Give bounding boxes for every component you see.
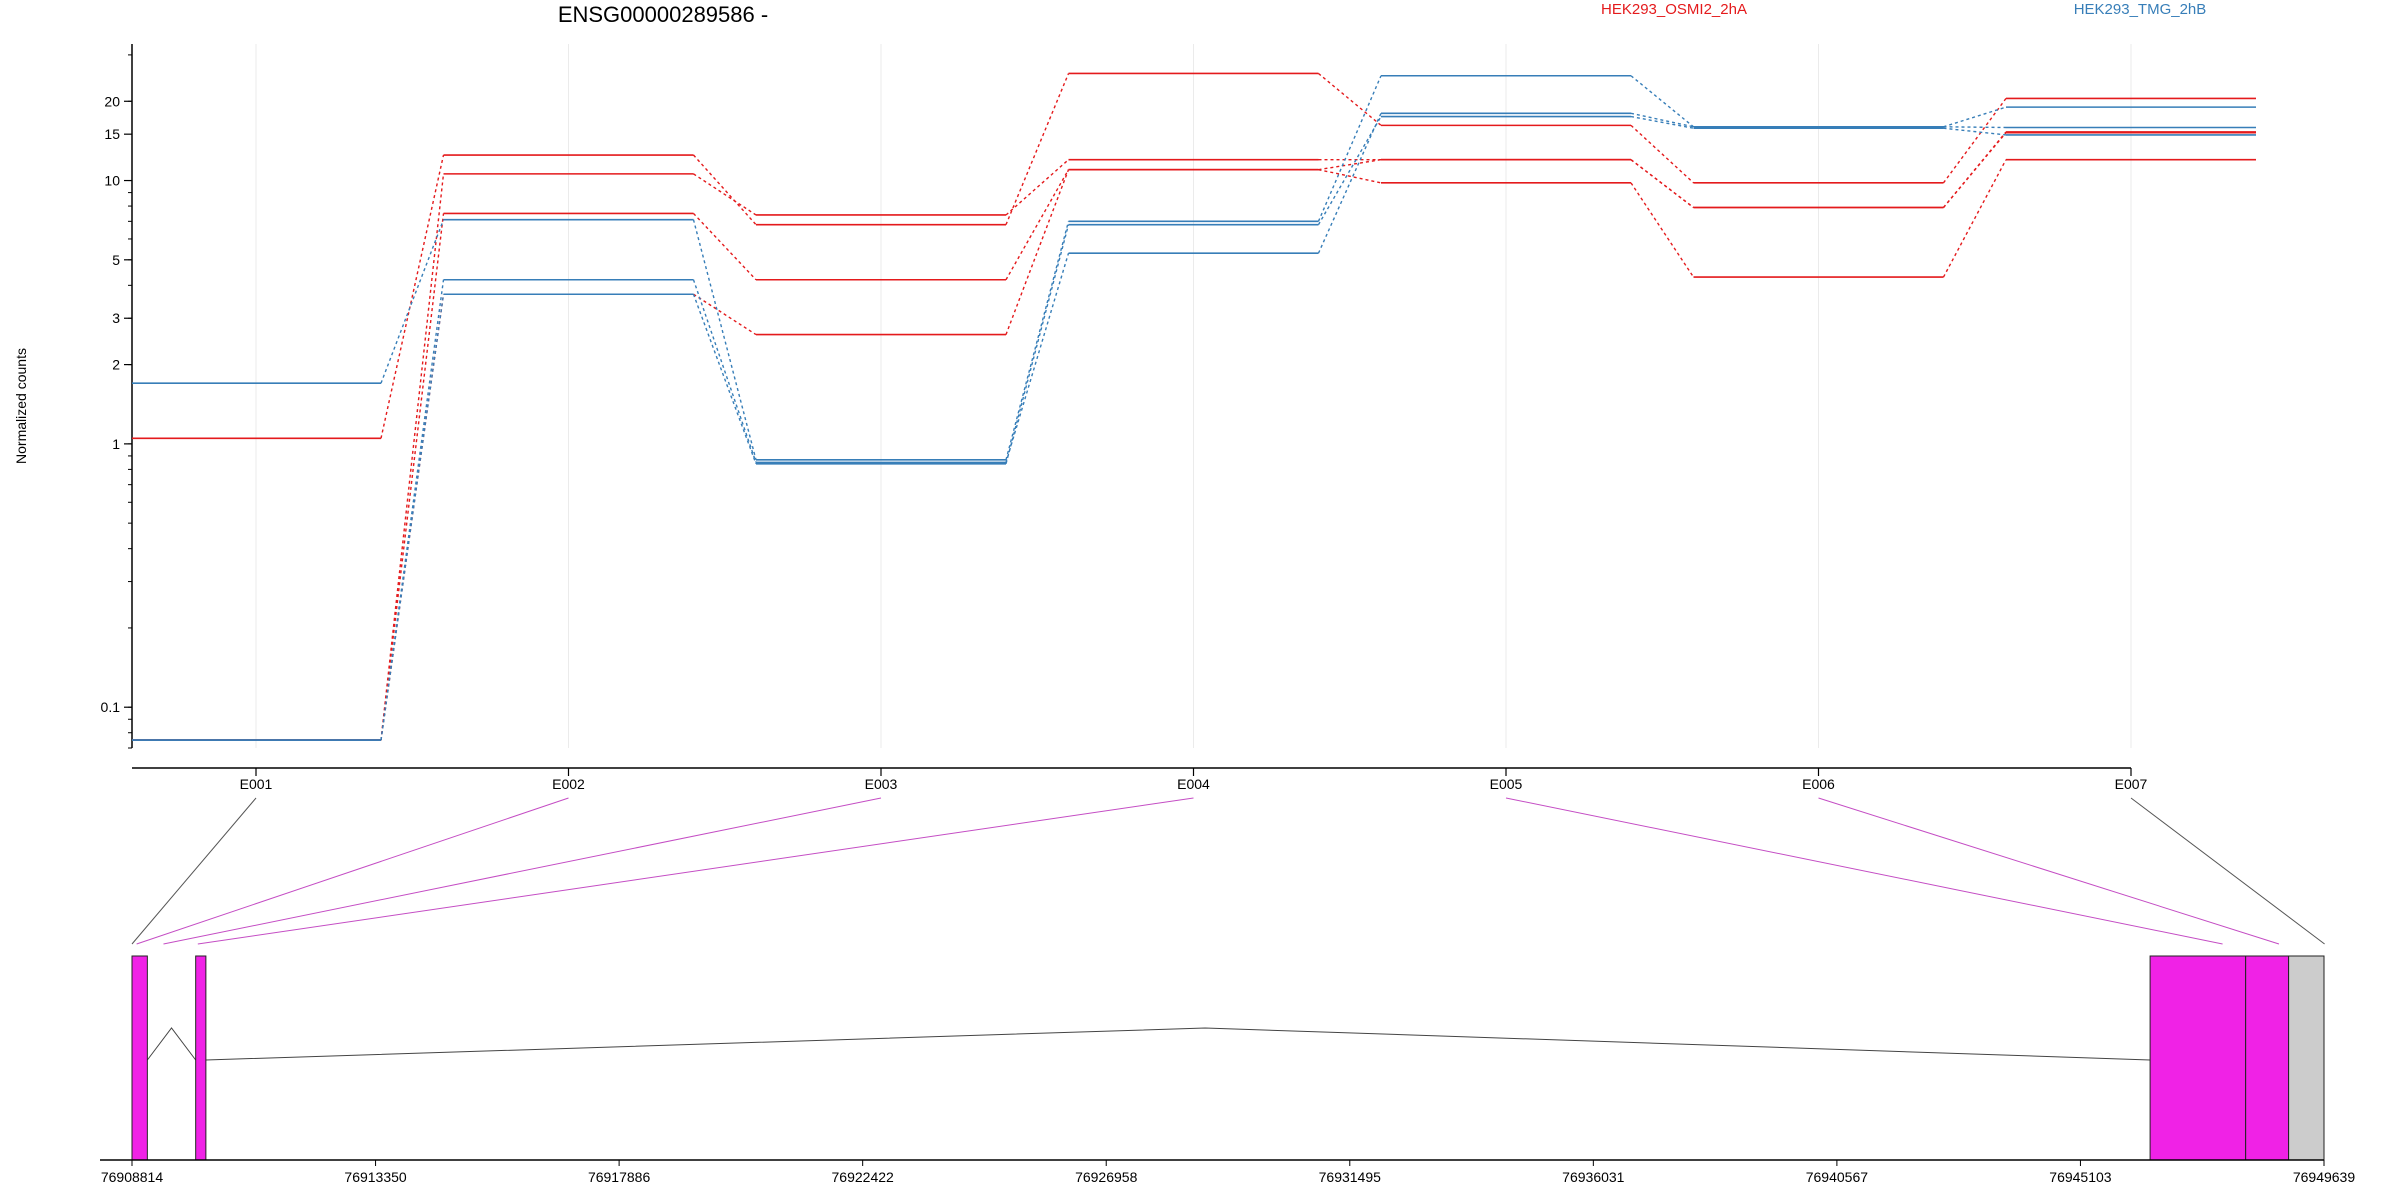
- series-1-connector: [1318, 72, 1382, 126]
- exon-block-1: [131, 955, 148, 1161]
- chart-title: ENSG00000289586 -: [558, 2, 768, 27]
- series-1-connector: [692, 154, 757, 226]
- x-tick-label-e007: E007: [2115, 776, 2148, 792]
- series-5-connector: [1943, 106, 2007, 128]
- x-tick-label-e004: E004: [1177, 776, 1210, 792]
- coord-tick-label: 76913350: [344, 1169, 407, 1185]
- coord-tick-label: 76922422: [832, 1169, 895, 1185]
- exon-block-4: [2245, 955, 2290, 1161]
- exon-block-3: [2149, 955, 2247, 1161]
- bin-link-e005: [1505, 797, 2223, 945]
- x-tick-label-e002: E002: [552, 776, 585, 792]
- y-tick-label: 1: [112, 436, 120, 452]
- series-3-connector: [692, 212, 757, 281]
- coord-tick-label: 76940567: [1806, 1169, 1869, 1185]
- series-1-connector: [380, 154, 445, 439]
- bin-link-e006: [1818, 797, 2280, 945]
- coord-tick-label: 76908814: [101, 1169, 164, 1185]
- series-5-connector: [1630, 75, 1694, 128]
- y-tick-label: 3: [112, 310, 120, 326]
- series-7-connector: [1317, 116, 1382, 225]
- series-1-connector: [1630, 124, 1694, 184]
- series-3-connector: [1630, 182, 1695, 278]
- series-6-connector: [1005, 252, 1070, 463]
- gene-model-track: [131, 955, 2325, 1161]
- exon-block-2: [195, 955, 207, 1161]
- y-tick-label: 15: [104, 126, 120, 142]
- coord-tick-label: 76949639: [2293, 1169, 2356, 1185]
- legend-label-osmi: HEK293_OSMI2_2hA: [1601, 1, 1747, 18]
- coord-tick-label: 76945103: [2049, 1169, 2112, 1185]
- series-4-connector: [693, 293, 757, 336]
- coord-tick-label: 76926958: [1075, 1169, 1138, 1185]
- y-tick-label: 20: [104, 93, 120, 109]
- bin-link-e007: [2130, 797, 2325, 945]
- y-axis: 0.1 1 2 3 5 10 15 20: [101, 44, 133, 749]
- series-7-connector: [692, 294, 757, 465]
- series-5-connector: [380, 219, 445, 384]
- series-line-1: [132, 72, 2256, 440]
- intron-line-2: [205, 1027, 2151, 1061]
- y-tick-label: 2: [112, 357, 120, 373]
- series-3-connector: [1942, 159, 2007, 278]
- bin-link-e003: [163, 797, 882, 945]
- x-axis: E001 E002 E003 E004 E005 E006 E007: [132, 767, 2148, 792]
- series-1-connector: [1005, 73, 1070, 225]
- series-4-connector: [1630, 159, 1694, 209]
- bin-mapping-links: [131, 797, 2325, 945]
- series-2-connector: [693, 173, 757, 216]
- series-6-connector: [692, 279, 757, 463]
- bin-link-e004: [197, 797, 1194, 945]
- series-lines: [132, 72, 2256, 741]
- x-tick-label-e005: E005: [1490, 776, 1523, 792]
- series-5-connector: [1005, 221, 1070, 460]
- series-5-connector: [1317, 75, 1382, 222]
- series-2-connector: [1005, 159, 1069, 216]
- genomic-coordinate-axis: 76908814 76913350 76917886 76922422 76926958…: [100, 1159, 2356, 1185]
- series-4-connector: [1005, 169, 1070, 335]
- series-4-connector: [1318, 158, 1382, 171]
- y-tick-label: 10: [104, 173, 120, 189]
- series-3-connector: [380, 213, 445, 741]
- intron-line-1: [146, 1027, 197, 1061]
- y-tick-label: 0.1: [101, 699, 121, 715]
- series-7-connector: [380, 294, 445, 741]
- legend-label-tmg: HEK293_TMG_2hB: [2074, 1, 2207, 18]
- series-6-connector: [380, 279, 445, 741]
- series-6-connector: [1317, 113, 1382, 254]
- series-4-connector: [1942, 132, 2007, 208]
- x-tick-label-e003: E003: [865, 776, 898, 792]
- vertical-gridlines: [255, 44, 2132, 748]
- series-2-connector: [380, 173, 445, 741]
- x-tick-label-e006: E006: [1802, 776, 1835, 792]
- coord-tick-label: 76936031: [1562, 1169, 1625, 1185]
- series-7-connector: [1630, 115, 1694, 129]
- y-tick-label: 5: [112, 252, 120, 268]
- series-5-connector: [692, 219, 757, 460]
- coord-tick-label: 76917886: [588, 1169, 651, 1185]
- series-6-connector: [1943, 126, 2007, 129]
- series-line-7: [132, 115, 2256, 741]
- series-6-connector: [1630, 112, 1694, 128]
- series-7-connector: [1005, 224, 1070, 464]
- bin-link-e001: [131, 797, 257, 945]
- exon-block-5: [2288, 955, 2325, 1161]
- series-3-connector: [1318, 168, 1382, 184]
- bin-link-e002: [136, 797, 569, 945]
- series-7-connector: [1943, 127, 2007, 136]
- coord-tick-label: 76931495: [1319, 1169, 1382, 1185]
- x-tick-label-e001: E001: [240, 776, 273, 792]
- y-axis-label: Normalized counts: [13, 348, 29, 464]
- series-3-connector: [1005, 169, 1070, 281]
